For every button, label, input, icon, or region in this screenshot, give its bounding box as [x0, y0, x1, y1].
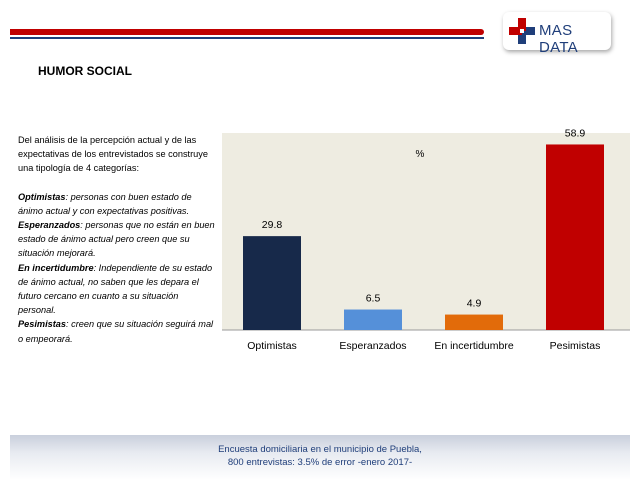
term-label: Optimistas [18, 191, 66, 202]
category-label: En incertidumbre [434, 340, 514, 352]
description-item: Esperanzados: personas que no están en b… [18, 218, 218, 261]
bar-chart: % 29.8 Optimistas 6.5 Esperanzados 4.9 En inc… [222, 127, 630, 352]
bar-value-label: 6.5 [366, 293, 381, 305]
bar-value-label: 4.9 [467, 298, 482, 310]
footer-band [10, 435, 630, 480]
bar-en-incertidumbre [445, 314, 503, 330]
description-item: En incertidumbre: Independiente de su es… [18, 261, 218, 318]
term-label: Pesimistas [18, 319, 67, 330]
bar-esperanzados [344, 309, 402, 330]
footer-line-2: 800 entrevistas: 3.5% de error -enero 20… [227, 457, 413, 468]
description-intro: Del análisis de la percepción actual y d… [18, 135, 208, 174]
cross-logo-icon [509, 18, 535, 44]
chart-unit-label: % [416, 149, 425, 160]
description-item: Optimistas: personas con buen estado de … [18, 190, 218, 218]
category-label: Optimistas [247, 340, 297, 352]
bar-value-label: 58.9 [565, 127, 586, 139]
category-label: Esperanzados [339, 340, 406, 352]
bar-pesimistas [546, 144, 604, 330]
footer-line-1: Encuesta domiciliaria en el municipio de… [218, 444, 422, 455]
term-definition: : creen que su situación seguirá mal o e… [18, 319, 214, 344]
term-label: Esperanzados [18, 220, 81, 231]
header-blue-line [10, 37, 484, 39]
page-title: HUMOR SOCIAL [38, 64, 132, 78]
brand-logo: MAS DATA [503, 12, 611, 56]
term-definition: : personas con buen estado de ánimo actu… [18, 191, 192, 216]
bar-value-label: 29.8 [262, 219, 283, 231]
term-definition: : Independiente de su estado de ánimo ac… [18, 262, 213, 316]
bar-optimistas [243, 236, 301, 330]
description-panel: Del análisis de la percepción actual y d… [18, 133, 218, 346]
term-definition: : personas que no están en buen estado d… [18, 220, 215, 259]
brand-name: MAS DATA [539, 22, 578, 56]
header-red-bar [10, 29, 484, 35]
term-label: En incertidumbre [18, 262, 94, 273]
category-label: Pesimistas [550, 340, 601, 352]
footer-note: Encuesta domiciliaria en el municipio de… [0, 443, 640, 469]
description-item: Pesimistas: creen que su situación segui… [18, 317, 218, 345]
